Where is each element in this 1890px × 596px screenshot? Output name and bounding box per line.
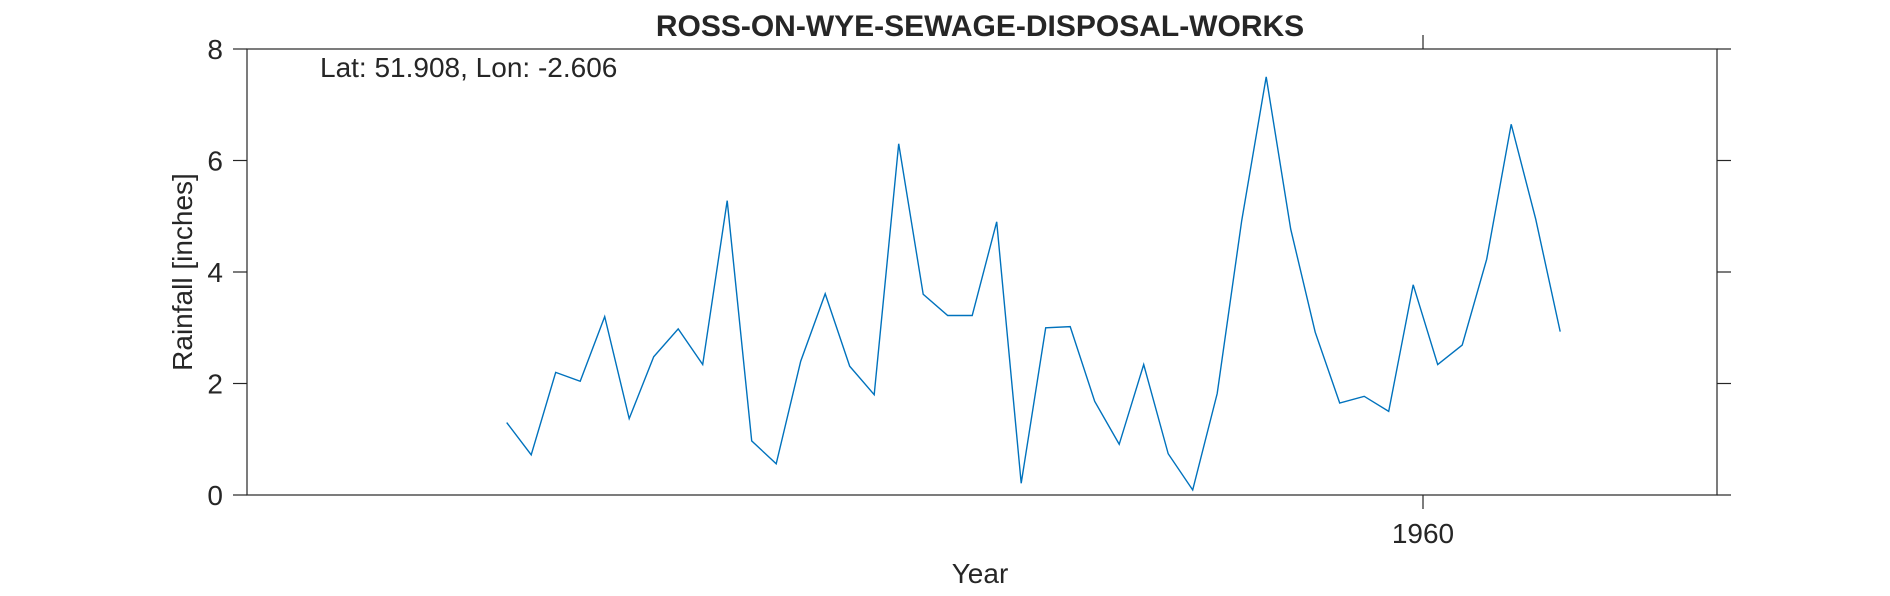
y-tick-label: 4 <box>207 257 223 288</box>
tick-group: 0 2 4 6 8 1960 <box>207 34 1731 549</box>
location-annotation: Lat: 51.908, Lon: -2.606 <box>320 52 617 83</box>
x-axis-label: Year <box>952 558 1009 589</box>
y-tick-label: 8 <box>207 34 223 65</box>
chart-title: ROSS-ON-WYE-SEWAGE-DISPOSAL-WORKS <box>656 10 1304 43</box>
y-tick-label: 0 <box>207 480 223 511</box>
x-tick-label: 1960 <box>1392 518 1454 549</box>
plot-box <box>246 48 1718 496</box>
rainfall-series-line <box>506 76 1561 492</box>
series-group <box>506 76 1561 492</box>
y-tick-label: 6 <box>207 146 223 177</box>
y-axis-label: Rainfall [inches] <box>167 173 198 371</box>
axes-group <box>246 48 1718 496</box>
y-tick-label: 2 <box>207 369 223 400</box>
